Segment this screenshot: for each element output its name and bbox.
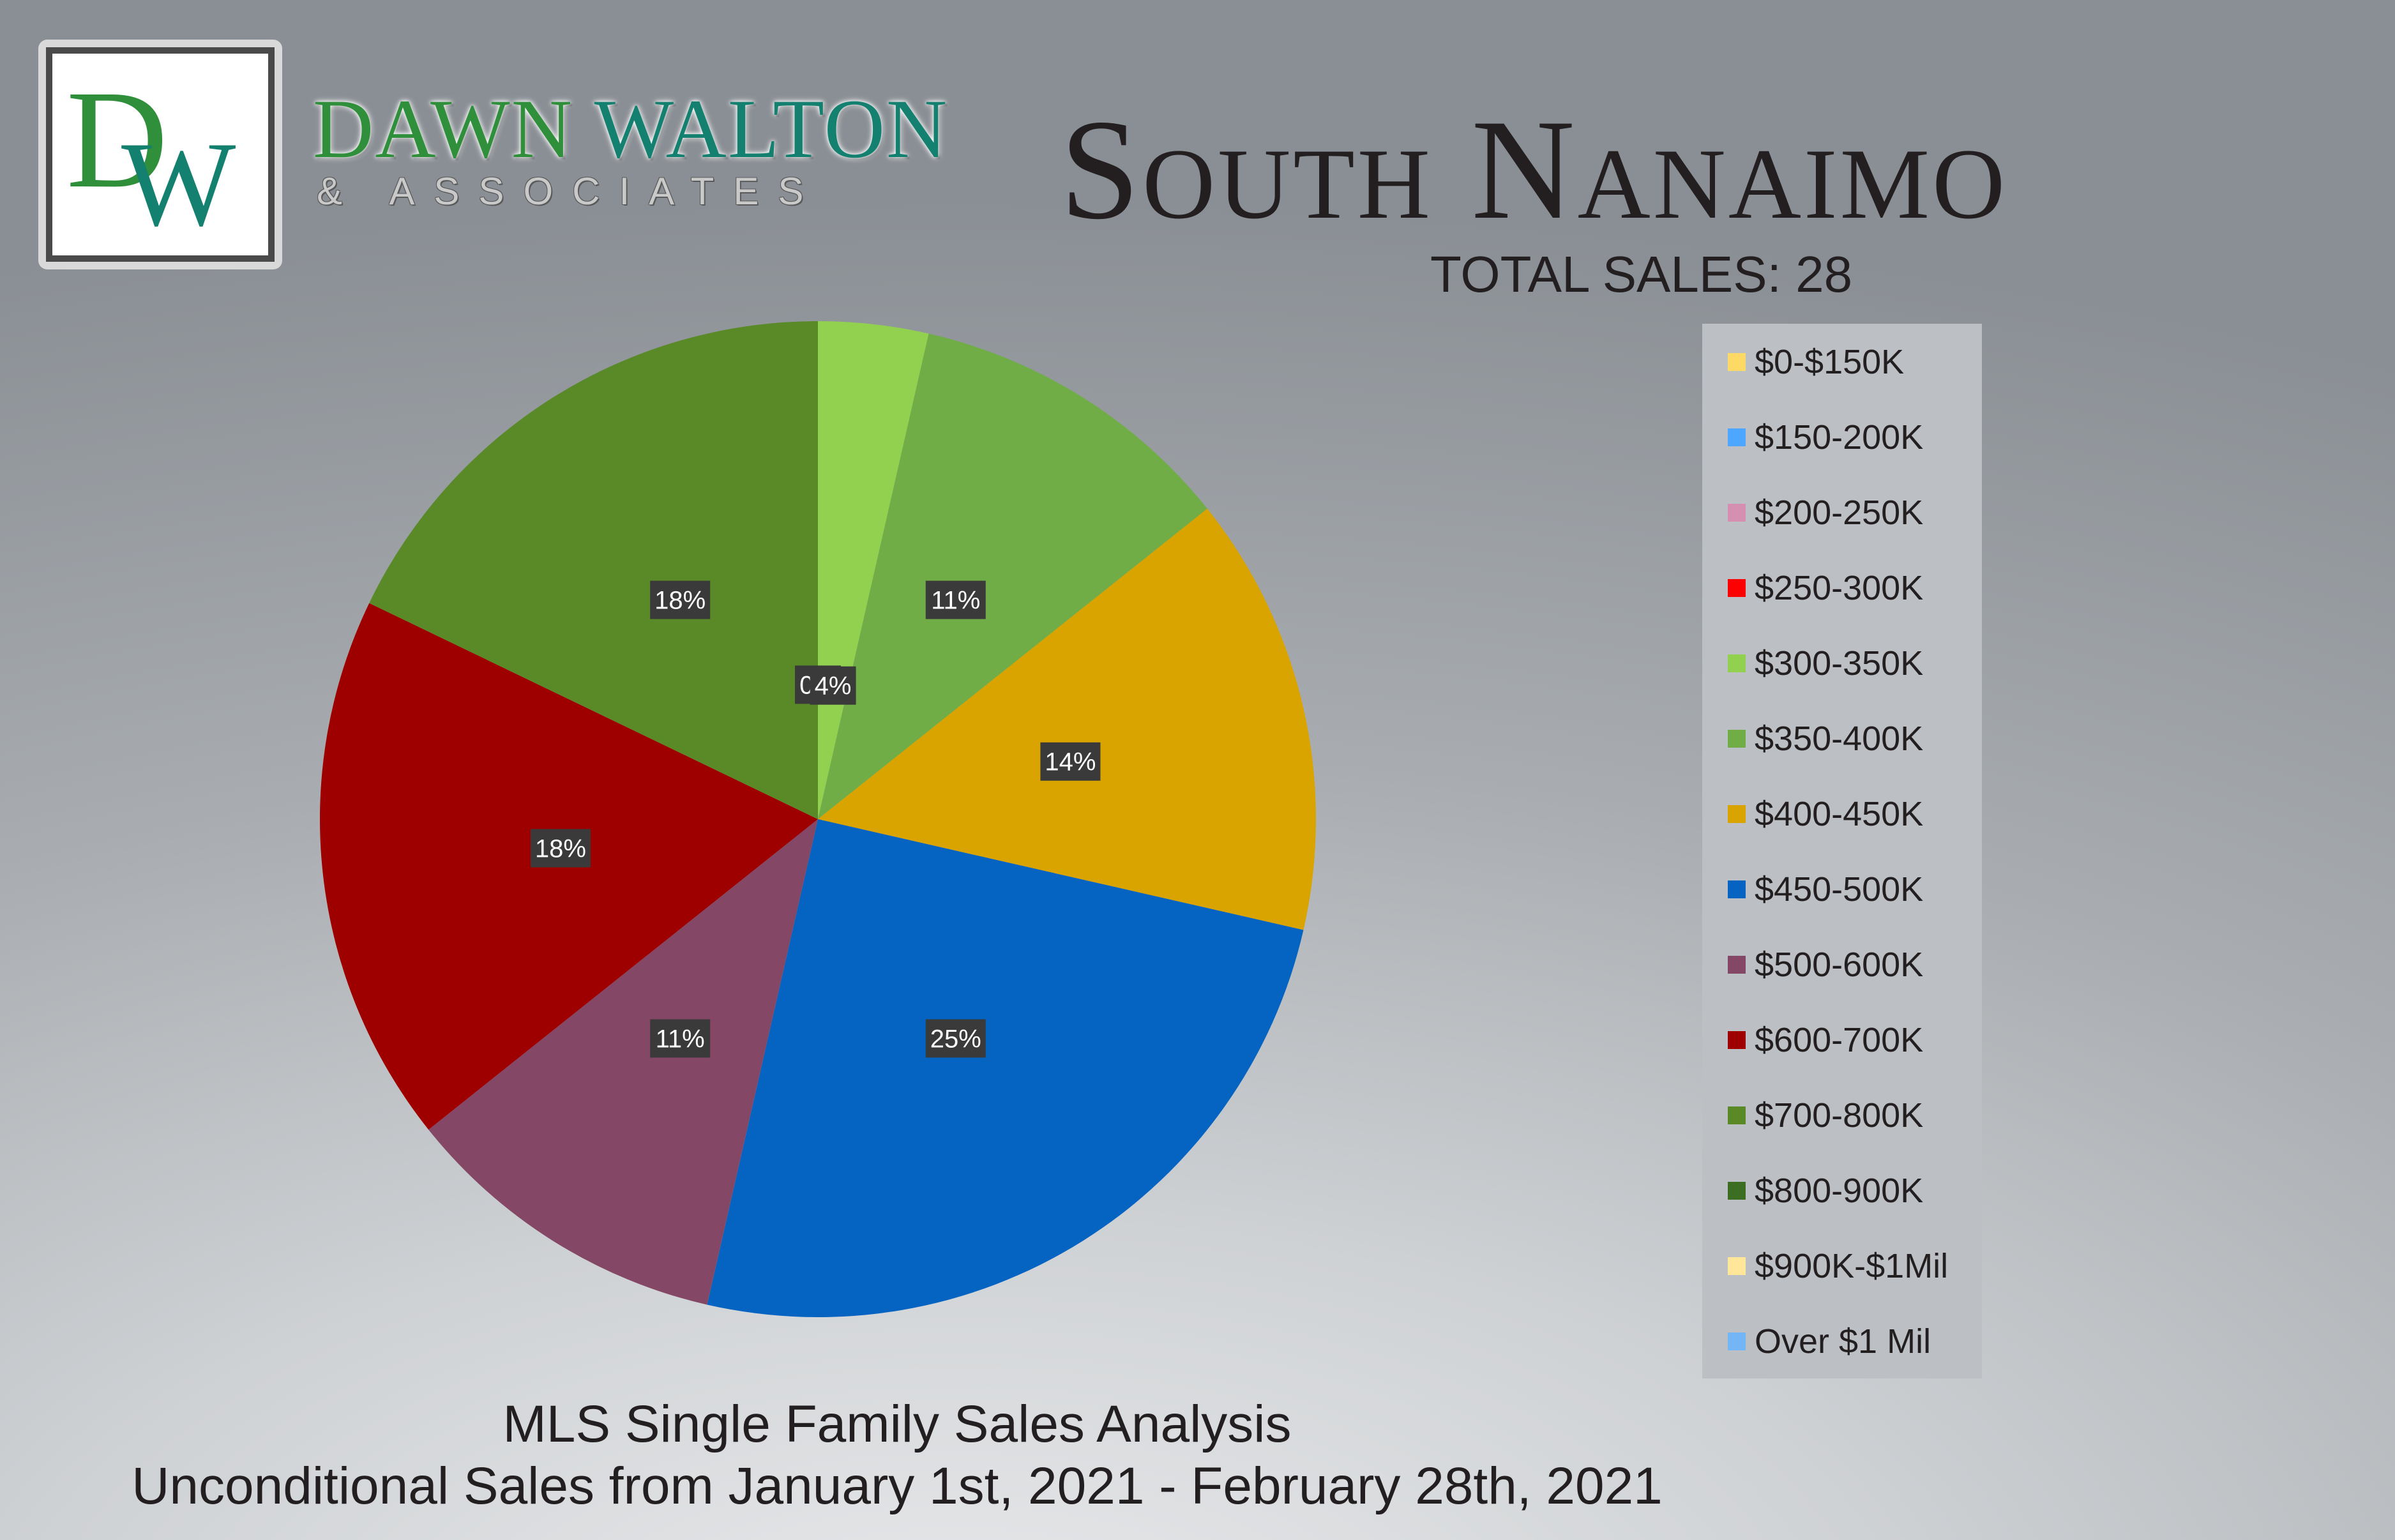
legend-swatch [1728,805,1746,823]
legend-item: $150-200K [1728,418,1923,457]
legend-label: $350-400K [1755,720,1924,758]
legend-swatch [1728,353,1746,371]
brand-name: DAWN WALTON [313,84,948,174]
legend-item: Over $1 Mil [1728,1322,1931,1361]
data-label: 18% [654,587,706,615]
legend-swatch [1728,428,1746,446]
legend-swatch [1728,956,1746,974]
legend-label: $900K-$1Mil [1755,1247,1949,1285]
data-label: 14% [1045,748,1096,776]
chart-legend: $0-$150K $150-200K $200-250K $250-300K $300-… [1702,324,1982,1378]
legend-swatch [1728,1332,1746,1350]
logo-letter-d: D [66,61,168,217]
legend-item: $450-500K [1728,870,1923,909]
brand-tagline: & ASSOCIATES [317,170,823,213]
data-label-background [1040,742,1101,781]
footer-subtitle: MLS Single Family Sales Analysis [502,1395,1292,1453]
legend-swatch [1728,730,1746,748]
page-title: South Nanaimo [1060,89,2008,249]
data-label: 4% [815,672,852,700]
data-label-background [650,580,711,619]
legend-item: $300-350K [1728,644,1923,683]
legend-label: $300-350K [1755,644,1924,683]
legend-label: $700-800K [1755,1096,1924,1135]
brand-name-last: WALTON [594,82,949,176]
legend-label: $500-600K [1755,946,1924,984]
legend-swatch [1728,880,1746,898]
legend-item: $900K-$1Mil [1728,1247,1948,1285]
legend-item: $350-400K [1728,720,1923,758]
total-sales: TOTAL SALES: 28 [1430,246,1853,303]
pie-slice [369,321,818,819]
pie-slice [707,819,1304,1317]
data-label: 18% [535,834,586,863]
legend-label: $800-900K [1755,1172,1924,1210]
data-label: 11% [656,1025,705,1053]
legend-item: $600-700K [1728,1021,1923,1059]
footer-date-range: Unconditional Sales from January 1st, 20… [132,1457,1663,1515]
pie-slice [818,508,1316,930]
data-label-background [810,666,856,705]
legend-label: $150-200K [1755,418,1924,457]
legend-item: $200-250K [1728,494,1923,532]
legend-item: $800-900K [1728,1172,1923,1210]
legend-item: $0-$150K [1728,343,1904,381]
data-label-background [925,580,986,619]
legend-swatch [1728,1257,1746,1275]
logo-letter-w: W [121,117,236,252]
legend-swatch [1728,1031,1746,1049]
data-label-background [925,1019,986,1058]
data-label: 25% [930,1025,981,1053]
logo: D W [38,40,282,269]
legend-swatch [1728,1106,1746,1124]
logo-frame: D W [46,47,275,262]
legend-swatch [1728,504,1746,522]
legend-swatch [1728,1182,1746,1200]
legend-label: $600-700K [1755,1021,1924,1059]
brand-name-first: DAWN [313,82,594,176]
legend-swatch [1728,654,1746,672]
pie-slice [428,819,818,1305]
pie-slice [818,333,1207,819]
legend-item: $400-450K [1728,795,1923,833]
data-label: 11% [931,587,980,615]
legend-swatch [1728,579,1746,597]
legend-label: $200-250K [1755,494,1924,532]
legend-label: $250-300K [1755,569,1924,607]
legend-item: $250-300K [1728,569,1923,607]
legend-label: $400-450K [1755,795,1924,833]
legend-label: $450-500K [1755,870,1924,909]
legend-label: Over $1 Mil [1755,1322,1931,1361]
legend-item: $700-800K [1728,1096,1923,1135]
data-label-background [650,1019,711,1058]
legend-label: $0-$150K [1755,343,1905,381]
data-label-background [530,829,591,868]
legend-item: $500-600K [1728,946,1923,984]
